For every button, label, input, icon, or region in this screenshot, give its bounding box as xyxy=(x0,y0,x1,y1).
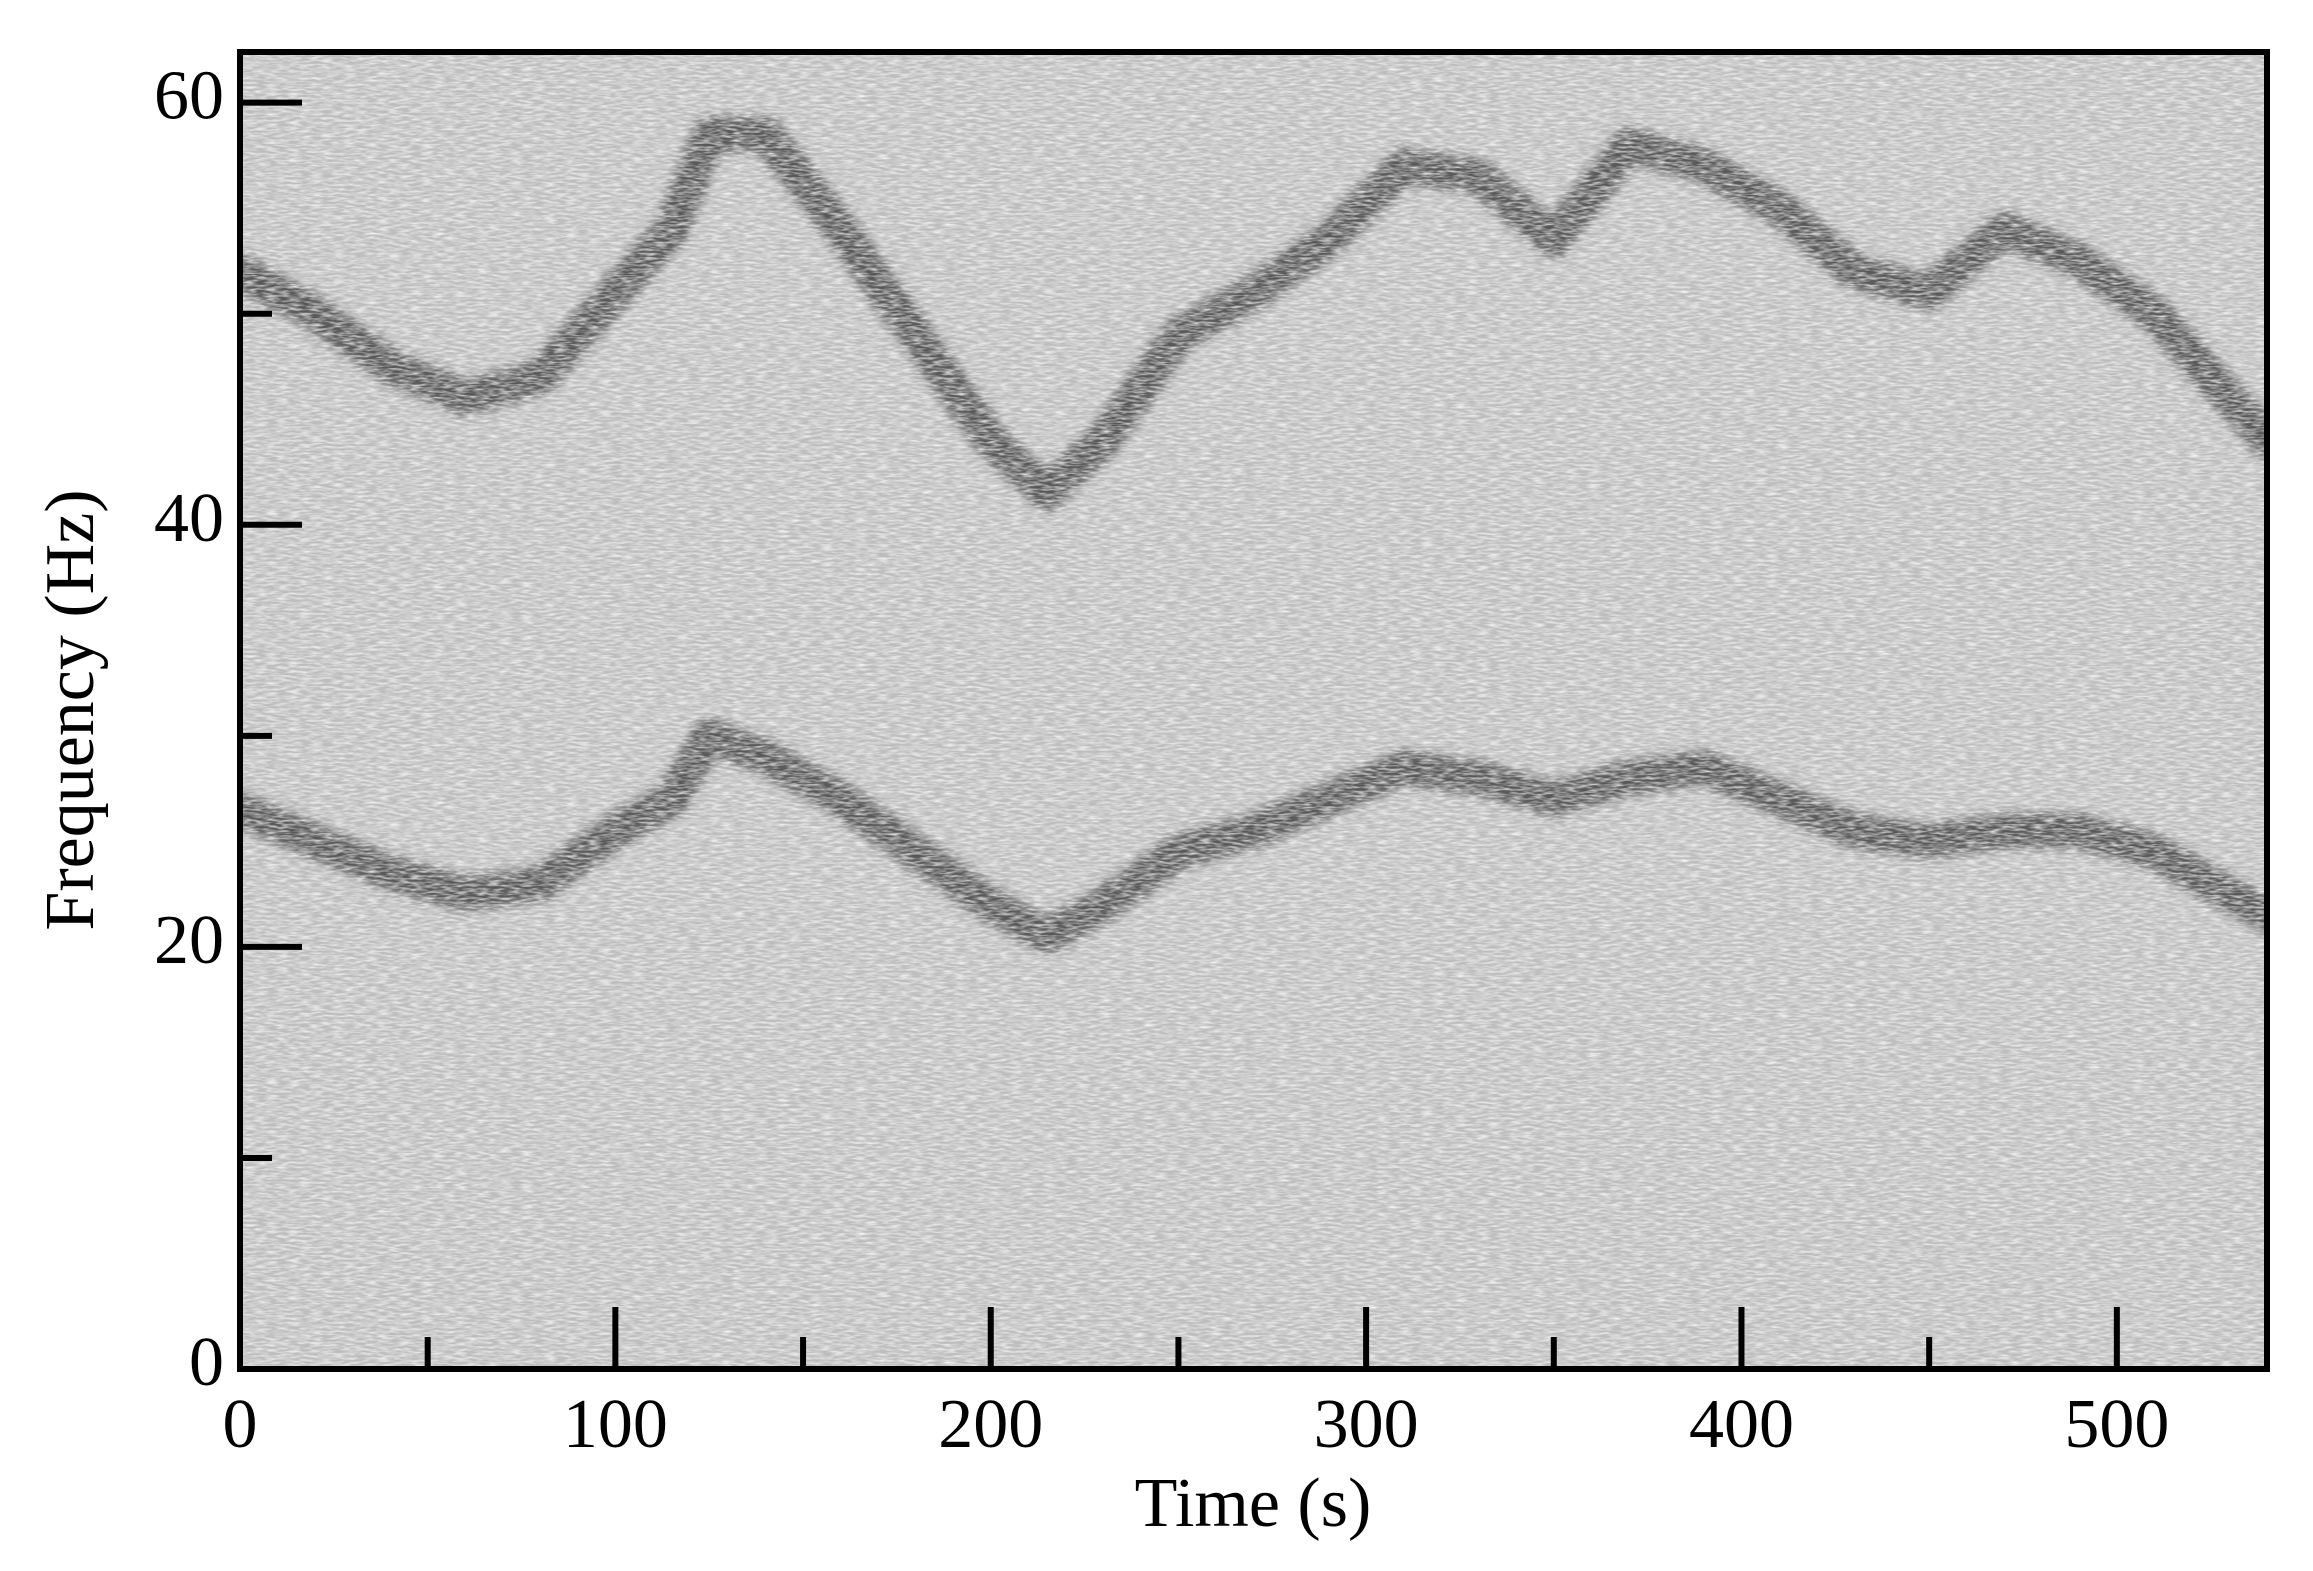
x-tick-label: 0 xyxy=(223,1386,258,1463)
noise-texture xyxy=(240,52,2267,1369)
y-tick-label: 0 xyxy=(189,1324,224,1401)
x-tick-label: 100 xyxy=(563,1386,668,1463)
x-axis-title: Time (s) xyxy=(1135,1465,1372,1542)
y-axis-title: Frequency (Hz) xyxy=(32,489,109,930)
axes: 0 100 200 300 400 500 0 20 40 60 xyxy=(154,58,2169,1463)
x-tick-label: 300 xyxy=(1314,1386,1419,1463)
y-tick-label: 20 xyxy=(154,902,224,979)
x-tick-label: 500 xyxy=(2064,1386,2169,1463)
y-tick-label: 60 xyxy=(154,58,224,135)
x-tick-label: 200 xyxy=(938,1386,1043,1463)
y-tick-label: 40 xyxy=(154,480,224,557)
plot-frame xyxy=(237,49,2270,1372)
x-tick-label: 400 xyxy=(1689,1386,1794,1463)
